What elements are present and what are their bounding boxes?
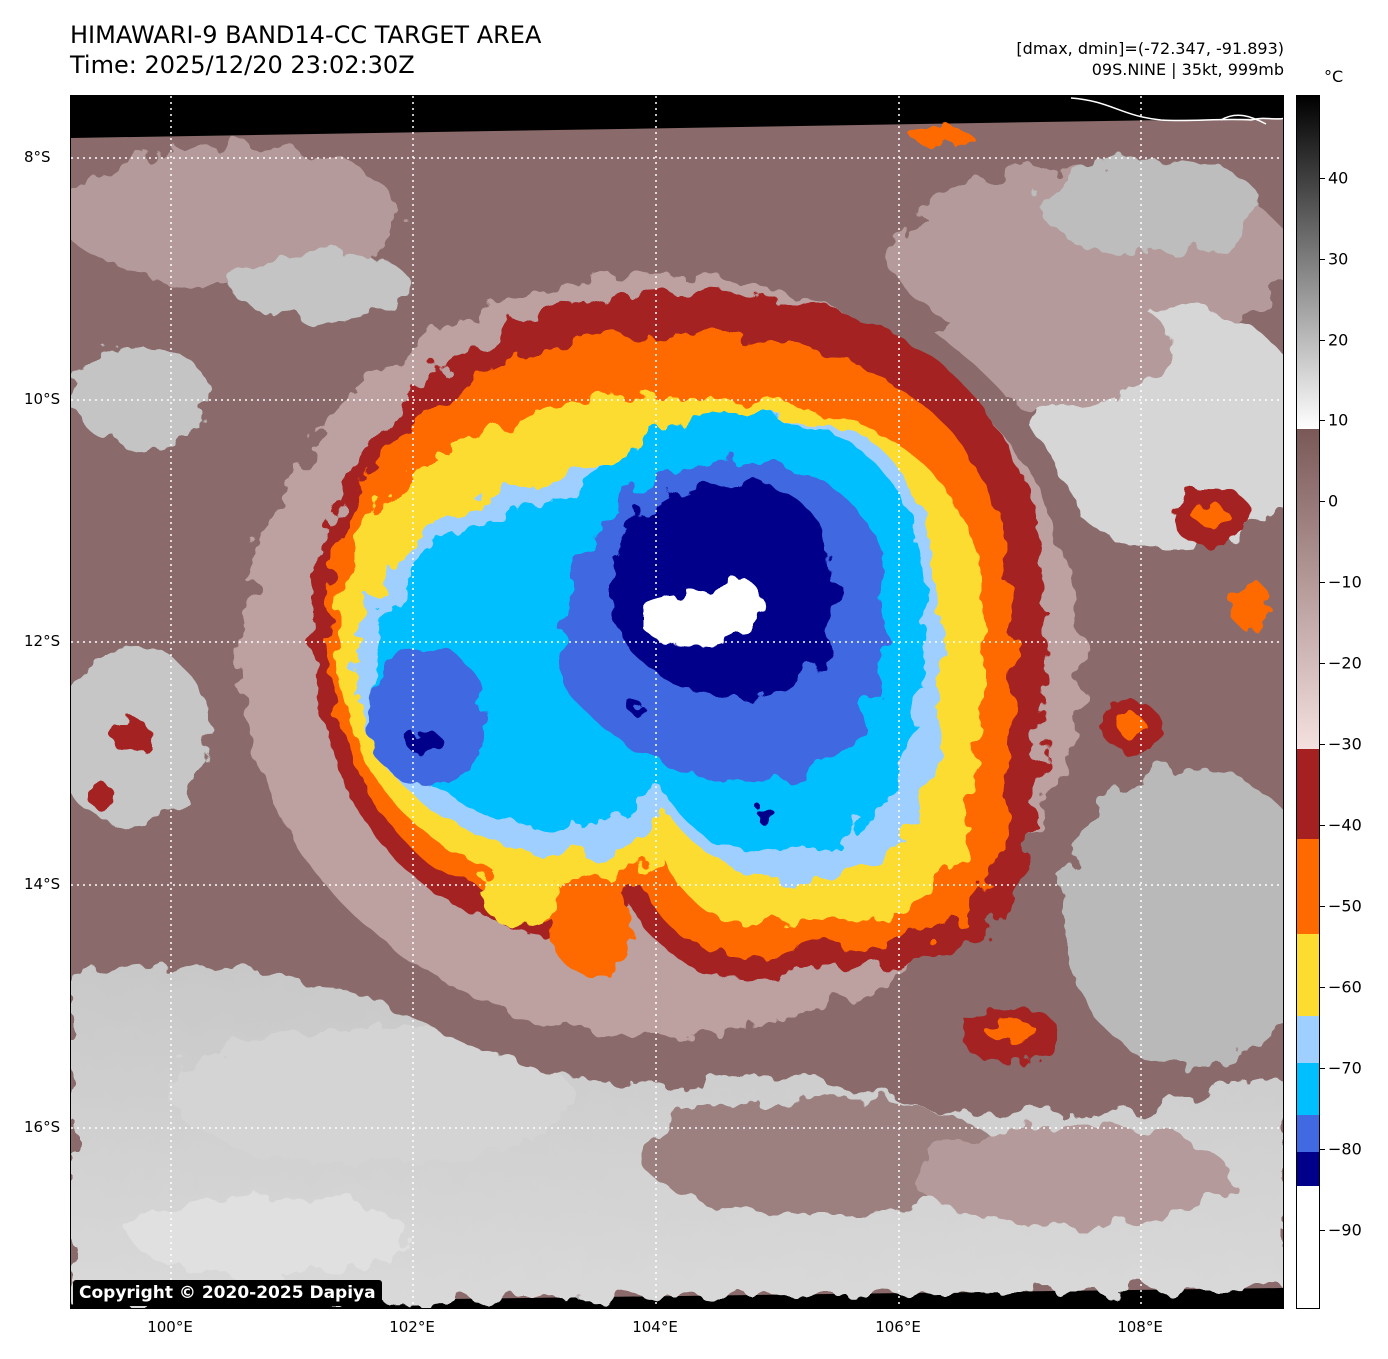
lat-label-10s: 10°S xyxy=(24,390,61,408)
lat-label-12s: 12°S xyxy=(24,632,61,650)
stats-line-1: [dmax, dmin]=(-72.347, -91.893) xyxy=(1016,39,1284,58)
lat-label-14s: 14°S xyxy=(24,875,61,893)
colorbar-label-30: 30 xyxy=(1328,249,1349,269)
colorbar-label-minus60: −60 xyxy=(1328,977,1362,997)
title-line-1: HIMAWARI-9 BAND14-CC TARGET AREA xyxy=(70,21,542,49)
colorbar-label-0: 0 xyxy=(1328,491,1339,511)
colorbar-label-minus30: −30 xyxy=(1328,734,1362,754)
colorbar-label-minus90: −90 xyxy=(1328,1220,1362,1240)
colorbar-label-10: 10 xyxy=(1328,410,1349,430)
stats-line-2: 09S.NINE | 35kt, 999mb xyxy=(1091,60,1284,79)
satellite-image: Copyright © 2020-2025 Dapiya xyxy=(70,95,1284,1309)
colorbar-label-40: 40 xyxy=(1328,168,1349,188)
colorbar-label-20: 20 xyxy=(1328,330,1349,350)
colorbar xyxy=(1296,95,1320,1309)
lat-label-8s: 8°S xyxy=(24,148,51,166)
colorbar-label-minus70: −70 xyxy=(1328,1058,1362,1078)
colorbar-label-minus20: −20 xyxy=(1328,653,1362,673)
map-title: HIMAWARI-9 BAND14-CC TARGET AREA Time: 2… xyxy=(70,20,541,80)
ir-imagery xyxy=(71,96,1283,1308)
colorbar-label-minus50: −50 xyxy=(1328,896,1362,916)
colorbar-label-minus80: −80 xyxy=(1328,1139,1362,1159)
lon-label-108e: 108°E xyxy=(1117,1318,1163,1336)
lon-label-102e: 102°E xyxy=(389,1318,435,1336)
colorbar-label-minus40: −40 xyxy=(1328,815,1362,835)
lon-label-100e: 100°E xyxy=(147,1318,193,1336)
title-line-2: Time: 2025/12/20 23:02:30Z xyxy=(70,51,415,79)
lat-label-16s: 16°S xyxy=(24,1118,61,1136)
storm-info: [dmax, dmin]=(-72.347, -91.893) 09S.NINE… xyxy=(1016,38,1284,80)
colorbar-unit: °C xyxy=(1324,67,1344,86)
lon-label-104e: 104°E xyxy=(632,1318,678,1336)
copyright-badge: Copyright © 2020-2025 Dapiya xyxy=(73,1280,382,1306)
colorbar-label-minus10: −10 xyxy=(1328,572,1362,592)
colorbar-gradient xyxy=(1297,96,1319,1308)
lon-label-106e: 106°E xyxy=(875,1318,921,1336)
